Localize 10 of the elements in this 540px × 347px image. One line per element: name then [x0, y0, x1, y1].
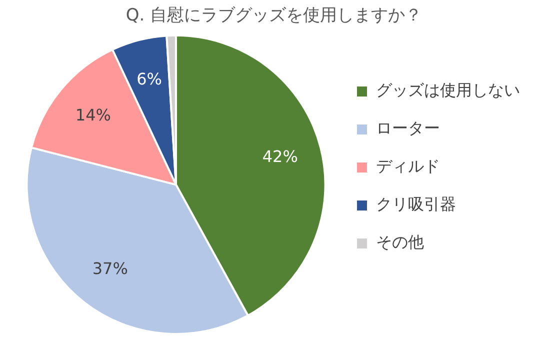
legend-label: ディルド — [376, 156, 440, 176]
legend-label: ローター — [376, 118, 440, 138]
legend-label: クリ吸引器 — [376, 194, 456, 214]
data-label: 14% — [75, 105, 111, 124]
legend-label: グッズは使用しない — [376, 80, 520, 100]
legend-label: その他 — [376, 232, 424, 252]
data-label: 37% — [92, 258, 128, 278]
data-label: 42% — [262, 147, 298, 166]
chart-title: Q. 自慰にラブグッズを使用しますか？ — [126, 6, 422, 26]
data-label: 6% — [136, 70, 162, 89]
